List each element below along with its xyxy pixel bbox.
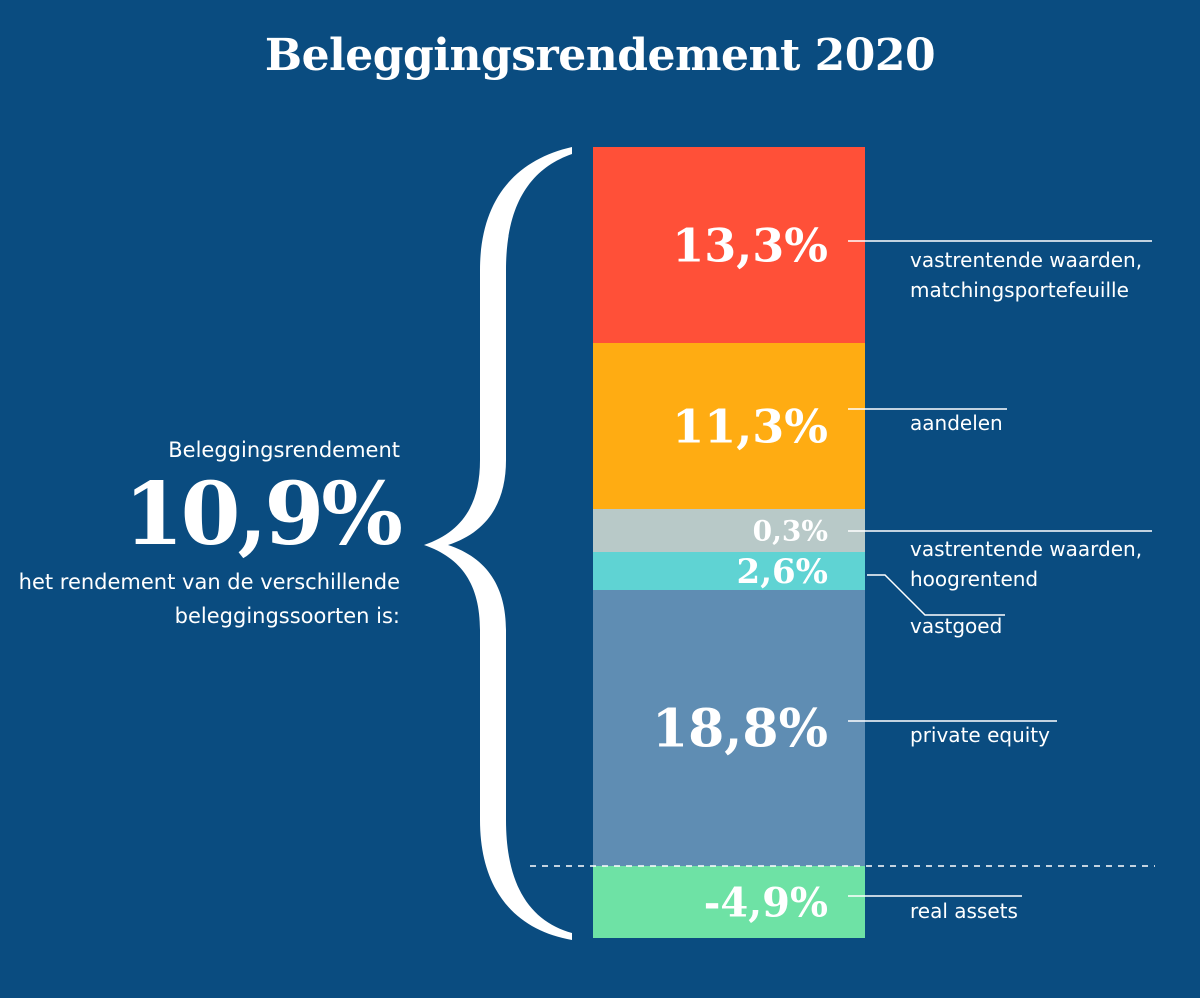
value-label-aandelen: 11,3% — [672, 400, 828, 454]
value-label-vastrentende-waarden-matchingsportefeuille: 13,3% — [672, 219, 828, 273]
value-label-vastrentende-waarden-hoogrentend: 0,3% — [753, 515, 828, 548]
value-label-private-equity: 18,8% — [652, 699, 828, 760]
bar-segment-vastgoed — [593, 552, 865, 590]
summary-description-line-1: het rendement van de verschillende — [18, 570, 400, 594]
summary-block: Beleggingsrendement 10,9% het rendement … — [0, 435, 403, 633]
category-label-aandelen: aandelen — [910, 411, 1003, 435]
bar-segment-private-equity — [593, 590, 865, 866]
category-label-vastrentende-waarden-matchingsportefeuille: vastrentende waarden, — [910, 248, 1142, 272]
category-label-vastrentende-waarden-hoogrentend: vastrentende waarden, — [910, 537, 1142, 561]
category-label-real-assets: real assets — [910, 899, 1018, 923]
category-label-vastrentende-waarden-hoogrentend: hoogrentend — [910, 567, 1038, 591]
category-label-vastrentende-waarden-matchingsportefeuille: matchingsportefeuille — [910, 278, 1129, 302]
value-label-real-assets: -4,9% — [704, 879, 828, 926]
category-label-private-equity: private equity — [910, 723, 1050, 747]
bar-segment-vastrentende-waarden-hoogrentend — [593, 509, 865, 552]
summary-description-line-2: beleggingssoorten is: — [174, 604, 400, 628]
category-label-vastgoed: vastgoed — [910, 614, 1002, 638]
summary-value: 10,9% — [123, 464, 403, 565]
curly-brace-icon — [424, 147, 572, 940]
chart-title: Beleggingsrendement 2020 — [264, 30, 936, 81]
bar-segment-vastrentende-waarden-matchingsportefeuille — [593, 147, 865, 343]
summary-label: Beleggingsrendement — [168, 438, 400, 462]
value-label-vastgoed: 2,6% — [737, 552, 828, 592]
bar-segment-real-assets — [593, 866, 865, 938]
bar-segment-aandelen — [593, 343, 865, 509]
leader-line-vastgoed — [867, 574, 1005, 616]
